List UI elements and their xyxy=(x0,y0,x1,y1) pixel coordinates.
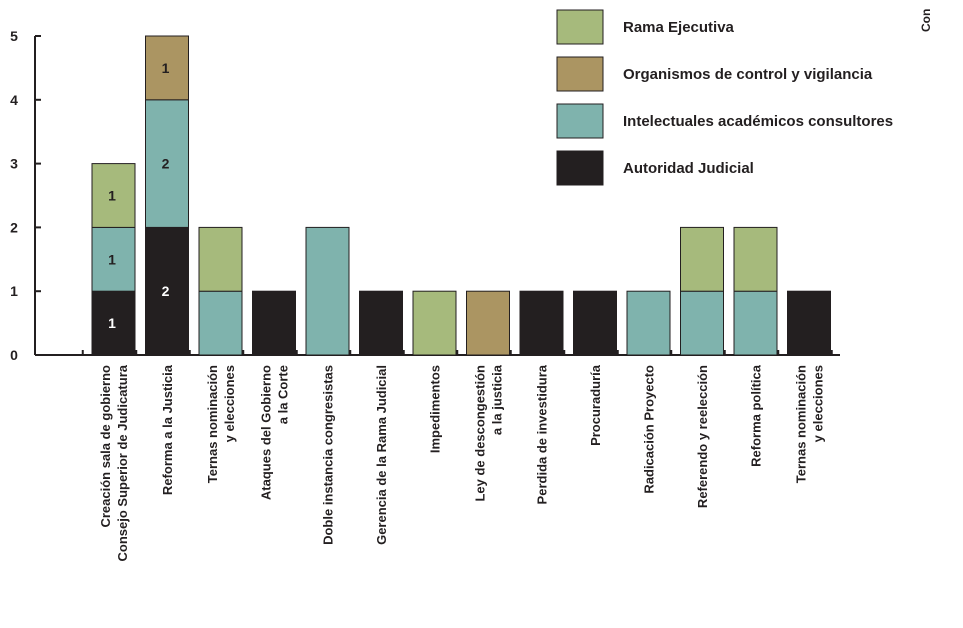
y-tick-label: 2 xyxy=(10,219,18,235)
bar-rama-ejecutiva xyxy=(91,163,136,228)
y-tick-label: 0 xyxy=(10,347,18,363)
bar-autoridad-judicial xyxy=(359,290,403,356)
data-label: 1 xyxy=(108,251,116,267)
legend-label-autoridad-judicial: Autoridad Judicial xyxy=(623,160,754,177)
x-tick-label: Procuraduría xyxy=(588,364,603,446)
x-tick-label: Impedimentos xyxy=(428,365,443,453)
data-label: 1 xyxy=(108,315,116,331)
bar-intelectuales-academicos-consultores xyxy=(733,290,778,356)
bar-intelectuales-academicos-consultores xyxy=(626,290,671,356)
bar-intelectuales-academicos-consultores xyxy=(680,290,724,356)
x-tick-label: Gerencia de la Rama Judicial xyxy=(374,365,389,545)
bar-autoridad-judicial xyxy=(252,290,296,356)
x-tick-label: Ternas nominación xyxy=(794,365,809,483)
bar-intelectuales-academicos-consultores xyxy=(305,226,350,356)
x-tick-label: Radicación Proyecto xyxy=(642,365,657,494)
x-tick-label: Ley de descongestión xyxy=(473,365,488,502)
legend-swatch-rama-ejecutiva xyxy=(556,9,604,45)
data-label: 1 xyxy=(162,60,170,76)
chart-legend: Rama Ejecutiva Organismos de control y vi… xyxy=(556,9,893,186)
corner-text: Con xyxy=(919,9,933,32)
x-tick-label: y elecciones xyxy=(811,365,826,442)
bar-rama-ejecutiva xyxy=(412,290,457,356)
bar-intelectuales-academicos-consultores xyxy=(91,226,136,292)
x-tick-label: Ataques del Gobierno xyxy=(259,365,274,500)
bar-organismos-de-control-y-vigilancia xyxy=(145,35,189,101)
bar-autoridad-judicial xyxy=(573,290,617,356)
bar-rama-ejecutiva xyxy=(680,226,724,292)
bar-intelectuales-academicos-consultores xyxy=(198,290,243,356)
x-tick-label: Ternas nominación xyxy=(205,365,220,483)
legend-label-organismos-de-control-y-vigilancia: Organismos de control y vigilancia xyxy=(623,66,873,83)
legend-swatch-intelectuales-academicos-consultores xyxy=(556,103,604,139)
chart-bars: 1 1 1 2 2 1 xyxy=(91,35,831,356)
y-tick-label: 4 xyxy=(10,92,18,108)
x-tick-label: Doble instancia congresistas xyxy=(321,365,336,545)
x-tick-label: Reforma política xyxy=(749,364,764,467)
bar-intelectuales-academicos-consultores xyxy=(145,99,189,228)
legend-swatch-autoridad-judicial xyxy=(556,150,604,186)
x-axis-labels: Creación sala de gobierno Consejo Superio… xyxy=(98,364,826,561)
bar-rama-ejecutiva xyxy=(198,226,243,292)
y-tick-label: 1 xyxy=(10,283,18,299)
x-tick-label: Consejo Superior de Judicatura xyxy=(115,364,130,561)
bar-organismos-de-control-y-vigilancia xyxy=(466,290,510,356)
x-tick-label: Perdida de investidura xyxy=(535,364,550,504)
bar-autoridad-judicial xyxy=(519,290,564,356)
legend-swatch-organismos-de-control-y-vigilancia xyxy=(556,56,604,92)
data-label: 2 xyxy=(162,283,170,299)
x-tick-label: Creación sala de gobierno xyxy=(98,365,113,528)
x-tick-label: Referendo y reelección xyxy=(695,365,710,508)
data-label: 1 xyxy=(108,188,116,204)
x-tick-label: a la Corte xyxy=(276,365,291,424)
y-tick-label: 3 xyxy=(10,156,18,172)
bar-autoridad-judicial xyxy=(787,290,831,356)
legend-label-rama-ejecutiva: Rama Ejecutiva xyxy=(623,19,735,36)
legend-label-intelectuales-academicos-consultores: Intelectuales académicos consultores xyxy=(623,113,893,130)
data-label: 2 xyxy=(162,156,170,172)
x-tick-label: a la justicia xyxy=(490,364,505,435)
x-tick-label: y elecciones xyxy=(222,365,237,442)
y-tick-label: 5 xyxy=(10,28,18,44)
bar-autoridad-judicial xyxy=(145,226,189,356)
bar-rama-ejecutiva xyxy=(733,226,778,292)
x-tick-label: Reforma a la Justicia xyxy=(160,364,175,495)
